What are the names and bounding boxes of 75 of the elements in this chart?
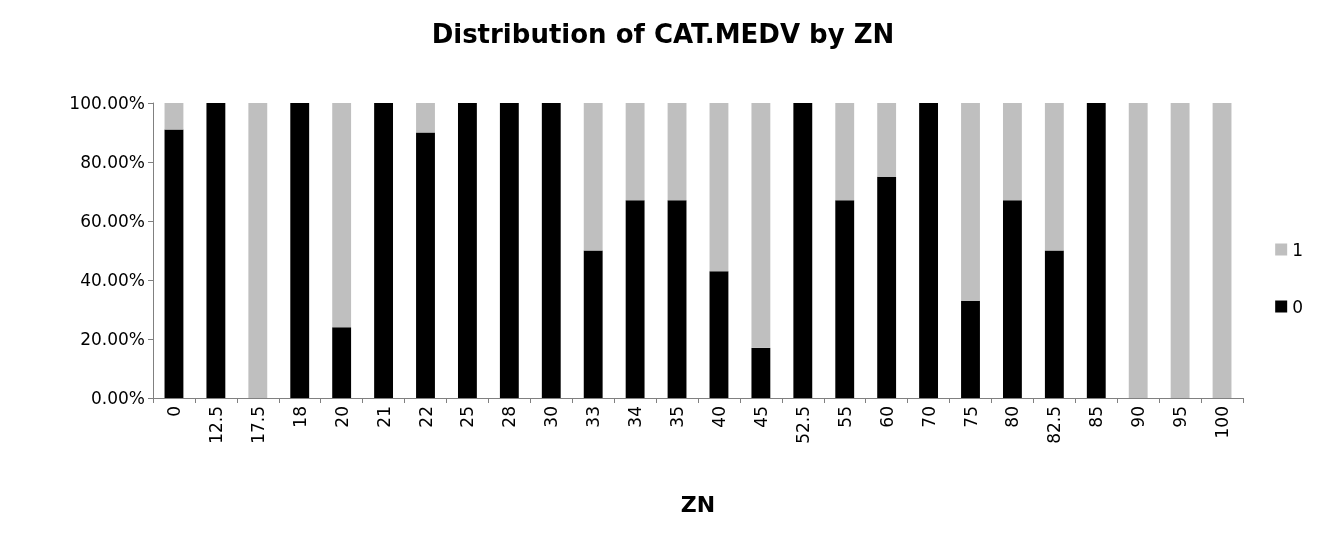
y-tick-label: 100.00% [69, 93, 145, 113]
bar [751, 103, 771, 348]
bar [164, 129, 184, 398]
bar [499, 103, 519, 398]
x-tick-label: 90 [1128, 406, 1149, 428]
legend-label: 0 [1292, 296, 1304, 317]
bar [541, 103, 561, 398]
bar [457, 103, 477, 398]
bar [416, 103, 435, 133]
x-tick-label: 34 [625, 406, 646, 428]
bar [709, 103, 729, 272]
bar [625, 200, 645, 398]
bar [877, 103, 897, 177]
x-tick-label: 60 [876, 406, 897, 428]
bar [248, 103, 268, 398]
bar [332, 327, 352, 398]
x-tick-label: 35 [667, 406, 688, 428]
x-tick-label: 40 [708, 406, 729, 428]
x-tick-label: 21 [373, 406, 394, 428]
bar [667, 200, 687, 398]
bar [374, 103, 394, 398]
bar [206, 103, 226, 398]
bar [290, 103, 310, 398]
x-tick-label: 28 [499, 406, 520, 428]
bar [751, 347, 771, 398]
x-tick-label: 80 [1002, 406, 1023, 428]
bar [1170, 103, 1190, 398]
x-tick-label: 75 [960, 406, 981, 428]
x-tick-label: 70 [918, 406, 939, 428]
x-tick-label: 17.5 [247, 406, 268, 444]
bar [332, 103, 352, 328]
x-tick-label: 85 [1086, 406, 1107, 428]
y-tick-label: 80.00% [80, 152, 145, 172]
y-tick-label: 40.00% [80, 270, 145, 290]
bar [919, 103, 939, 398]
bar [877, 176, 897, 398]
x-tick-label: 100 [1212, 406, 1233, 439]
bar [1002, 200, 1022, 398]
bar [835, 103, 855, 201]
x-tick-label: 22 [415, 406, 436, 428]
bar [961, 300, 980, 398]
x-tick-label: 95 [1170, 406, 1191, 428]
x-tick-label: 33 [583, 406, 604, 428]
x-tick-label: 45 [750, 406, 771, 428]
bar [1212, 103, 1232, 398]
bar [961, 103, 980, 301]
x-tick-label: 20 [331, 406, 352, 428]
x-tick-label: 18 [289, 406, 310, 428]
x-tick-label: 55 [834, 406, 855, 428]
x-tick-label: 0 [163, 406, 184, 417]
bar [164, 103, 184, 130]
x-tick-label: 25 [457, 406, 478, 428]
bar [1128, 103, 1148, 398]
x-tick-label: 52.5 [792, 406, 813, 444]
x-axis-title: ZN [680, 491, 716, 517]
bar [1086, 103, 1106, 398]
chart-title: Distribution of CAT.MEDV by ZN [431, 19, 895, 49]
bar [1002, 103, 1022, 201]
bar [625, 103, 645, 201]
y-tick-label: 0.00% [90, 388, 145, 408]
bar [835, 200, 855, 398]
bar [583, 103, 603, 251]
x-tick-label: 82.5 [1044, 406, 1065, 444]
x-tick-label: 30 [541, 406, 562, 428]
bar [709, 271, 729, 398]
y-tick-label: 20.00% [80, 329, 145, 349]
bar [416, 132, 435, 398]
bar [583, 250, 603, 398]
y-tick-label: 60.00% [80, 211, 145, 231]
bar [1044, 250, 1064, 398]
x-tick-label: 12.5 [205, 406, 226, 444]
bar [1044, 103, 1064, 251]
bar [793, 103, 813, 398]
bar [667, 103, 687, 201]
legend-label: 1 [1292, 239, 1304, 260]
